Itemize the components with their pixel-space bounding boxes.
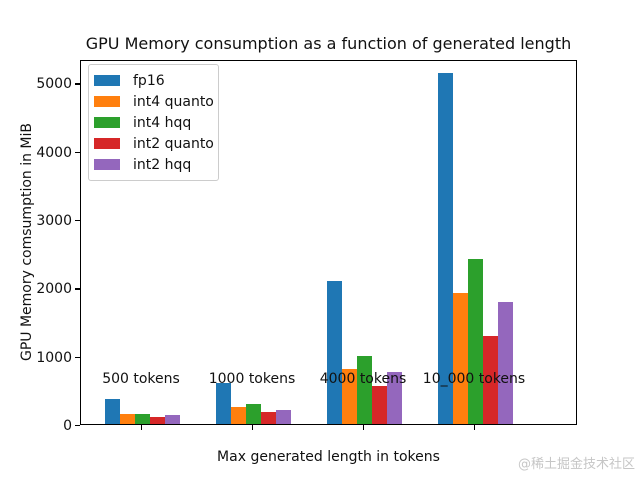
bar-int4-hqq-500-tokens xyxy=(134,413,150,424)
legend-label-int2-hqq: int2 hqq xyxy=(133,156,192,173)
bar-group-500-tokens xyxy=(104,398,180,424)
watermark: @稀土掘金技术社区 xyxy=(517,457,635,472)
bar-int4-quanto-500-tokens xyxy=(119,413,135,424)
legend-label-int4-quanto: int4 quanto xyxy=(133,93,214,110)
legend-label-int4-hqq: int4 hqq xyxy=(133,114,192,131)
bar-group-1000-tokens xyxy=(215,383,291,424)
legend-item-int4-quanto: int4 quanto xyxy=(94,91,218,112)
y-tick-label: 1000 xyxy=(36,349,72,366)
bar-int4-quanto-1000-tokens xyxy=(230,407,246,424)
y-tick-mark xyxy=(75,425,80,427)
bar-int4-hqq-1000-tokens xyxy=(245,404,261,424)
y-tick-label: 3000 xyxy=(36,212,72,229)
plot-area: fp16 int4 quanto int4 hqq int2 quanto int2 h… xyxy=(36,60,577,434)
bar-int2-quanto-1000-tokens xyxy=(260,412,276,424)
y-tick-mark xyxy=(75,151,80,153)
x-tick-mark xyxy=(141,425,143,430)
bar-int2-hqq-1000-tokens xyxy=(275,409,291,424)
y-tick-mark xyxy=(75,219,80,222)
bar-int2-hqq-4000-tokens xyxy=(386,372,402,424)
bar-int2-quanto-10-000-tokens xyxy=(482,335,498,424)
x-tick-label-10-000-tokens: 10_000 tokens xyxy=(422,371,526,387)
bar-fp16-10-000-tokens xyxy=(437,73,453,424)
y-axis-label: GPU Memory comsumption in MiB xyxy=(19,122,35,362)
y-tick-label: 4000 xyxy=(36,144,72,161)
legend-item-int2-hqq: int2 hqq xyxy=(94,154,218,175)
bar-int4-hqq-4000-tokens xyxy=(356,356,372,424)
chart-title: GPU Memory consumption as a function of … xyxy=(85,34,572,53)
y-tick-mark xyxy=(75,288,80,290)
legend-swatch-int4-hqq xyxy=(94,117,120,128)
bar-int2-quanto-500-tokens xyxy=(149,417,165,424)
y-tick-label: 2000 xyxy=(36,281,72,298)
bar-group-4000-tokens xyxy=(326,280,402,424)
bar-fp16-500-tokens xyxy=(104,398,120,424)
x-tick-label-4000-tokens: 4000 tokens xyxy=(319,371,407,387)
x-tick-mark xyxy=(252,425,254,430)
legend-label-int2-quanto: int2 quanto xyxy=(133,135,214,152)
bar-int2-hqq-500-tokens xyxy=(164,415,180,424)
legend-item-fp16: fp16 xyxy=(94,70,218,91)
legend-swatch-fp16 xyxy=(94,75,120,86)
bar-int4-hqq-10-000-tokens xyxy=(467,259,483,424)
bar-int4-quanto-10-000-tokens xyxy=(452,292,468,424)
bar-fp16-4000-tokens xyxy=(326,280,342,424)
bar-group-10-000-tokens xyxy=(437,73,513,424)
bar-fp16-1000-tokens xyxy=(215,383,231,424)
bar-int2-hqq-10-000-tokens xyxy=(497,301,513,424)
y-tick-label: 5000 xyxy=(36,76,72,93)
legend-swatch-int2-hqq xyxy=(94,159,120,170)
x-axis-label: Max generated length in tokens xyxy=(217,449,440,465)
legend-item-int4-hqq: int4 hqq xyxy=(94,112,218,133)
bar-int2-quanto-4000-tokens xyxy=(371,386,387,424)
legend: fp16 int4 quanto int4 hqq int2 quanto int2 h… xyxy=(88,64,219,181)
y-tick-mark xyxy=(75,83,80,85)
legend-swatch-int4-quanto xyxy=(94,96,120,107)
bar-int4-quanto-4000-tokens xyxy=(341,369,357,424)
x-tick-mark xyxy=(474,425,476,430)
x-tick-label-1000-tokens: 1000 tokens xyxy=(208,371,296,387)
x-tick-label-500-tokens: 500 tokens xyxy=(102,371,180,387)
legend-item-int2-quanto: int2 quanto xyxy=(94,133,218,154)
x-tick-mark xyxy=(363,425,365,430)
legend-label-fp16: fp16 xyxy=(133,72,165,89)
y-tick-label: 0 xyxy=(63,418,72,434)
legend-swatch-int2-quanto xyxy=(94,138,120,149)
y-tick-mark xyxy=(75,356,80,359)
